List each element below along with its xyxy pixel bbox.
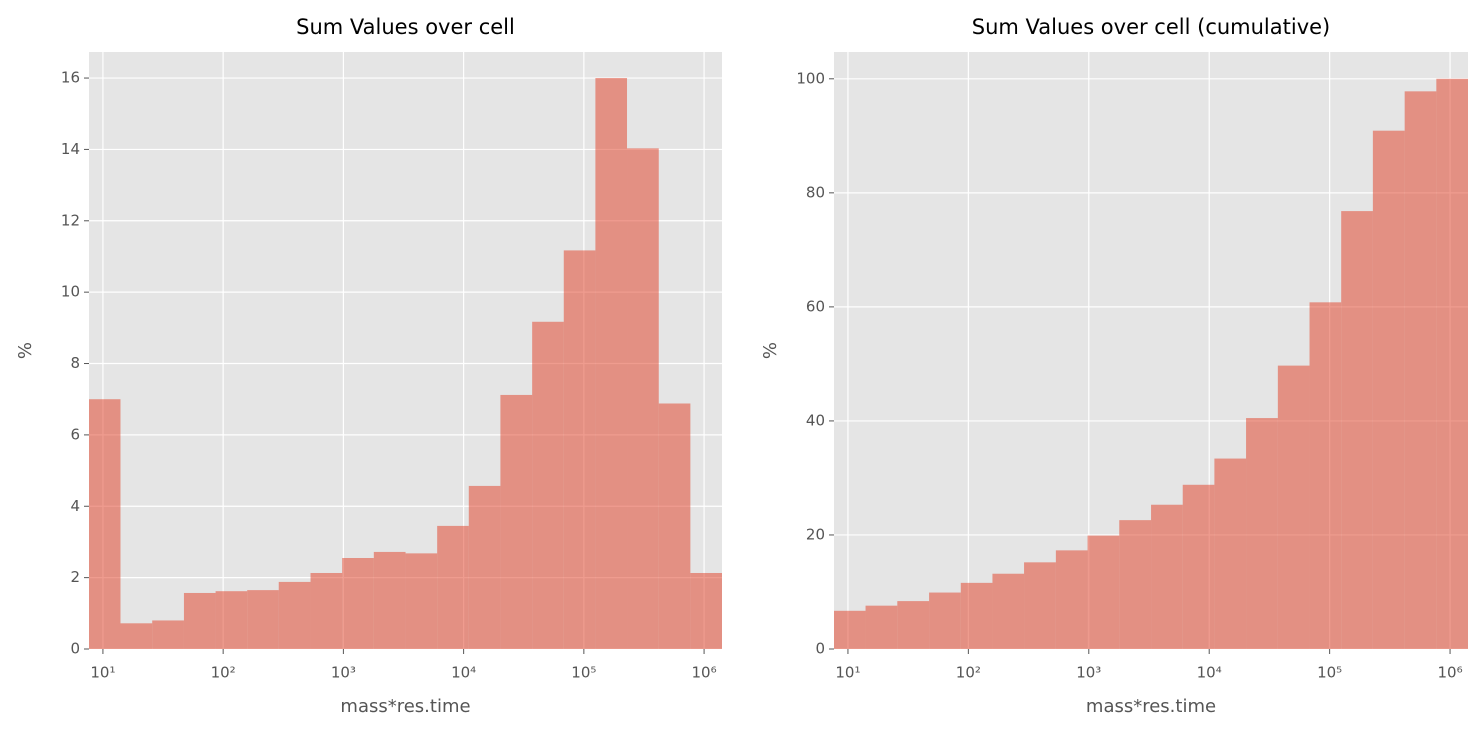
bar bbox=[865, 605, 898, 649]
bar bbox=[1055, 550, 1088, 649]
bar bbox=[1087, 535, 1120, 649]
y-tick-label: 16 bbox=[61, 69, 80, 87]
y-axis-label: % bbox=[15, 342, 36, 359]
bar bbox=[929, 592, 961, 649]
bar bbox=[89, 399, 121, 649]
y-tick-label: 100 bbox=[796, 69, 825, 87]
bar bbox=[1404, 91, 1437, 649]
y-tick-label: 12 bbox=[61, 211, 80, 229]
bar bbox=[310, 572, 343, 649]
y-tick-label: 0 bbox=[815, 640, 825, 658]
bar bbox=[1372, 130, 1405, 649]
bar bbox=[690, 572, 722, 649]
bar bbox=[120, 623, 153, 649]
bar bbox=[342, 558, 374, 649]
x-tick-label: 10¹ bbox=[90, 664, 115, 682]
chart-title: Sum Values over cell (cumulative) bbox=[972, 15, 1331, 39]
y-tick-label: 8 bbox=[70, 354, 80, 372]
bar bbox=[1151, 504, 1183, 649]
bar bbox=[563, 250, 596, 649]
x-tick-label: 10⁵ bbox=[571, 664, 596, 682]
bar bbox=[152, 620, 184, 649]
x-tick-label: 10³ bbox=[331, 664, 356, 682]
bar bbox=[627, 148, 659, 649]
y-tick-label: 4 bbox=[70, 497, 80, 515]
y-axis-label: % bbox=[760, 342, 781, 359]
bar bbox=[1214, 458, 1247, 649]
y-tick-label: 6 bbox=[70, 425, 80, 443]
x-tick-label: 10⁵ bbox=[1317, 664, 1342, 682]
bar bbox=[373, 551, 406, 649]
y-tick-label: 60 bbox=[806, 297, 825, 315]
y-tick-label: 2 bbox=[70, 568, 80, 586]
x-tick-label: 10⁶ bbox=[692, 664, 717, 682]
bar bbox=[405, 553, 438, 649]
bar bbox=[500, 394, 533, 649]
bar bbox=[595, 78, 628, 649]
x-tick-label: 10⁴ bbox=[451, 664, 476, 682]
bar bbox=[437, 525, 469, 649]
bar bbox=[215, 591, 248, 649]
bar bbox=[247, 590, 279, 649]
bar bbox=[658, 403, 691, 649]
bar bbox=[468, 485, 501, 649]
y-tick-label: 40 bbox=[806, 411, 825, 429]
bar bbox=[960, 582, 993, 649]
bar bbox=[1277, 365, 1310, 649]
x-tick-label: 10⁴ bbox=[1197, 664, 1222, 682]
bar bbox=[532, 321, 564, 649]
bar bbox=[278, 581, 311, 649]
bar bbox=[1309, 302, 1342, 649]
bar bbox=[1119, 520, 1152, 649]
y-tick-label: 80 bbox=[806, 183, 825, 201]
y-tick-label: 10 bbox=[61, 283, 80, 301]
y-tick-label: 20 bbox=[806, 525, 825, 543]
bar bbox=[1246, 418, 1278, 649]
bar bbox=[1436, 78, 1468, 649]
x-tick-label: 10² bbox=[211, 664, 236, 682]
bar bbox=[1182, 484, 1215, 649]
chart-title: Sum Values over cell bbox=[296, 15, 515, 39]
y-tick-label: 0 bbox=[70, 640, 80, 658]
x-tick-label: 10⁶ bbox=[1438, 664, 1463, 682]
x-axis-label: mass*res.time bbox=[1086, 696, 1216, 717]
x-axis-label: mass*res.time bbox=[340, 696, 470, 717]
bar bbox=[897, 601, 930, 649]
x-tick-label: 10¹ bbox=[835, 664, 860, 682]
x-tick-label: 10³ bbox=[1076, 664, 1101, 682]
bar bbox=[183, 592, 216, 649]
bar bbox=[1341, 211, 1373, 650]
bar bbox=[992, 573, 1025, 649]
bar bbox=[1024, 562, 1056, 649]
bar bbox=[834, 610, 866, 649]
y-tick-label: 14 bbox=[61, 140, 80, 158]
x-tick-label: 10² bbox=[956, 664, 981, 682]
